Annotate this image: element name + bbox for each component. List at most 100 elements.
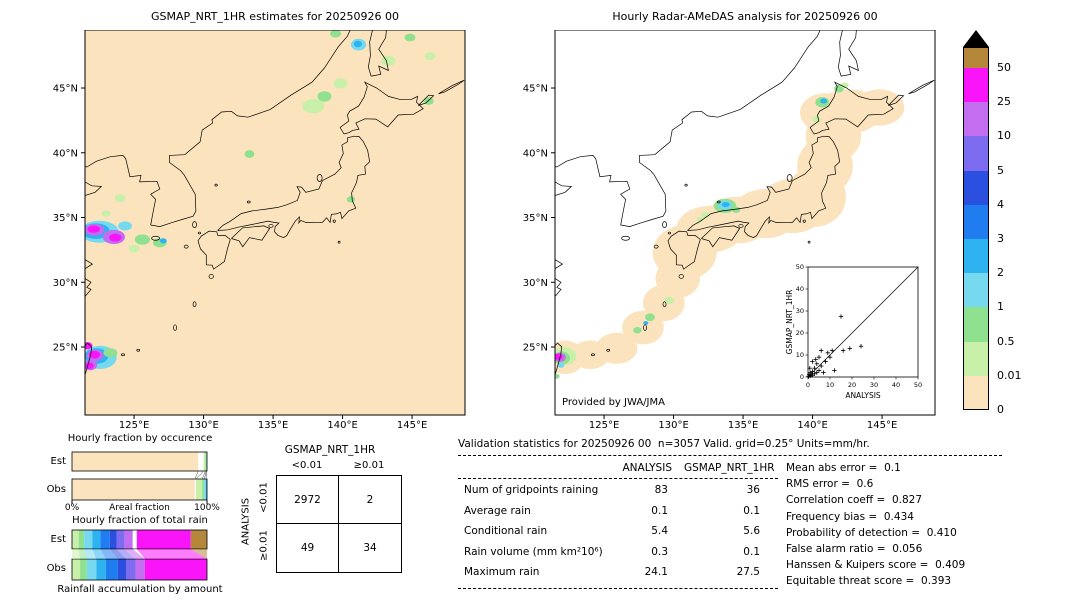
island [208, 274, 214, 279]
metric-line: Equitable threat score = 0.393 [786, 575, 952, 588]
colorbar-level-label: 1 [997, 300, 1004, 314]
precip-blob [424, 52, 436, 61]
bar-segment [203, 452, 206, 471]
occurrence-est-label: Est [50, 456, 66, 467]
bar-segment [105, 559, 118, 580]
gsmap-map-title: GSMAP_NRT_1HR estimates for 20250926 00 [150, 10, 400, 23]
radar-map: 125°E 130°E 135°E 140°E 145°E 45°N 40°N 35°N 30°… [523, 30, 936, 431]
island [332, 219, 336, 223]
island [684, 183, 688, 187]
precip-blob [134, 234, 151, 245]
colorbar-level-label: 3 [997, 232, 1004, 245]
island [173, 324, 177, 331]
bar-segment [72, 479, 195, 500]
precip-blob [840, 82, 849, 89]
bar-segment [198, 452, 204, 471]
colorbar-band [963, 273, 989, 308]
svg-text:130°E: 130°E [658, 420, 688, 431]
bar-segment [205, 479, 207, 500]
svg-text:45°N: 45°N [523, 84, 548, 95]
island [678, 274, 684, 279]
colorbar-band [963, 170, 989, 205]
totalrain-title: Hourly fraction of total rain [72, 515, 208, 526]
island [192, 301, 197, 308]
radar-map-title: Hourly Radar-AMeDAS analysis for 2025092… [612, 10, 878, 23]
svg-text:50: 50 [914, 381, 922, 389]
svg-text:125°E: 125°E [119, 420, 149, 431]
stats-row: Num of gridpoints raining 83 36 [464, 484, 760, 496]
svg-text:0: 0 [800, 373, 804, 381]
occurrence-title: Hourly fraction by occurence [67, 433, 213, 444]
bar-segment [80, 559, 87, 580]
map-plot-area: 125°E 130°E 135°E 140°E 145°E 45°N 40°N 35°N 30°… [523, 30, 936, 431]
bar-flow [100, 549, 118, 559]
colorbar-band [963, 47, 989, 68]
island [662, 221, 667, 228]
bar-segment [126, 559, 136, 580]
stats-header: Validation statistics for 20250926 00 n=… [458, 438, 870, 450]
contingency-row-title: ANALYSIS [240, 497, 252, 546]
radar-coverage [642, 284, 685, 322]
island [653, 244, 659, 249]
bar-connector [194, 470, 199, 480]
stats-divider-bottom [458, 588, 778, 589]
metric-line: Probability of detection = 0.410 [786, 526, 957, 539]
colorbar-band [963, 307, 989, 342]
areal-axis-max: 100% [194, 503, 220, 513]
svg-text:25°N: 25°N [53, 343, 78, 354]
map-frame [84, 30, 466, 416]
bar-segment [100, 530, 110, 549]
precip-blob [114, 194, 126, 202]
contingency-col-label-ge: ≥0.01 [353, 460, 385, 471]
island [738, 224, 744, 228]
metric-line: RMS error = 0.6 [786, 478, 874, 491]
svg-text:10: 10 [826, 381, 834, 389]
precip-blob [381, 55, 396, 67]
validation-statistics: Validation statistics for 20250926 00 n=… [458, 438, 1018, 608]
precip-blob [103, 348, 118, 358]
island [246, 200, 251, 204]
precip-blob [159, 238, 167, 244]
island [716, 200, 721, 204]
bar-connector [204, 470, 207, 480]
svg-text:40: 40 [892, 381, 900, 389]
contingency-row-label-lt: <0.01 [258, 482, 270, 513]
precip-blob [664, 296, 675, 305]
precip-blob [643, 321, 649, 326]
precip-blob [353, 40, 363, 48]
precip-blob [244, 150, 255, 158]
bar-segment [72, 452, 199, 471]
svg-text:145°E: 145°E [397, 420, 427, 431]
coastline [555, 155, 631, 226]
precip-blob [645, 313, 655, 322]
bar-segment [96, 559, 106, 580]
precip-blob [330, 30, 342, 38]
colorbar-level-label: 0.5 [997, 334, 1015, 348]
svg-text:30: 30 [870, 381, 878, 389]
coastline [418, 94, 435, 106]
bar-flow [78, 549, 87, 559]
identity-line [807, 266, 919, 378]
island [183, 244, 189, 249]
svg-text:140°E: 140°E [327, 420, 357, 431]
bar-segment [78, 530, 85, 549]
precip-blob [109, 233, 122, 242]
coastline [211, 30, 351, 124]
island [667, 231, 671, 235]
colorbar-level-label: 2 [997, 266, 1004, 280]
precip-blob [346, 196, 356, 203]
island [621, 235, 630, 241]
precip-blob [555, 353, 563, 360]
coastline [150, 122, 213, 227]
precip-blob [633, 326, 642, 334]
island [337, 240, 341, 244]
inset-ylabel: GSMAP_NRT_1HR [785, 290, 794, 355]
bar-segment [116, 530, 125, 549]
precip-blob [87, 225, 101, 233]
stats-divider-mid [458, 478, 778, 479]
island [136, 348, 141, 352]
coastline [85, 155, 161, 226]
stats-rows: Num of gridpoints raining 83 36 Average rai… [458, 484, 788, 587]
island [786, 174, 793, 182]
svg-text:40: 40 [796, 285, 804, 293]
